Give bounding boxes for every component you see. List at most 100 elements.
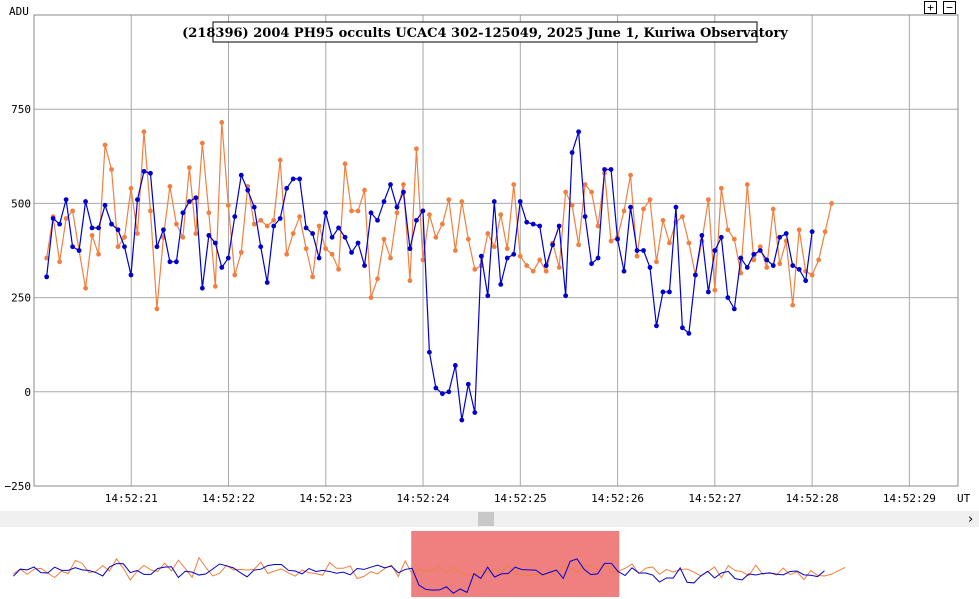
data-point — [161, 227, 166, 233]
data-point — [102, 202, 108, 208]
data-point — [245, 187, 251, 193]
y-tick-label: 500 — [11, 197, 31, 210]
x-axis: 14:52:21 14:52:22 14:52:23 14:52:24 14:52:25… — [105, 492, 936, 505]
data-point — [323, 210, 329, 216]
data-point — [667, 240, 672, 246]
data-point — [491, 199, 497, 204]
data-point — [712, 287, 718, 293]
data-point — [109, 167, 114, 172]
data-point — [537, 223, 543, 229]
data-point — [83, 199, 88, 204]
data-point — [375, 217, 380, 223]
data-point — [511, 251, 517, 257]
x-tick-label: 14:52:23 — [299, 492, 352, 505]
data-point — [329, 234, 335, 240]
data-point — [718, 234, 724, 240]
data-point — [96, 251, 101, 257]
x-tick-label: 14:52:22 — [202, 492, 255, 505]
data-point — [388, 255, 393, 261]
data-point — [647, 265, 653, 270]
data-point — [264, 280, 270, 285]
data-point — [63, 216, 69, 221]
data-point — [148, 170, 153, 176]
data-point — [193, 231, 199, 236]
data-point — [699, 233, 705, 238]
data-point — [44, 255, 50, 261]
data-point — [602, 167, 607, 172]
data-point — [284, 185, 290, 191]
x-tick-label: 14:52:25 — [494, 492, 547, 505]
overview-selection[interactable] — [411, 531, 620, 597]
data-point — [219, 119, 225, 125]
data-point — [621, 208, 627, 214]
data-point — [329, 251, 335, 257]
data-point — [524, 263, 530, 268]
data-point — [680, 214, 685, 219]
data-point — [433, 234, 439, 240]
data-point — [251, 221, 257, 227]
data-point — [550, 242, 556, 248]
y-axis-label: ADU — [9, 5, 29, 18]
data-point — [731, 236, 737, 242]
data-point — [225, 255, 231, 261]
data-point — [89, 233, 95, 238]
data-point — [472, 410, 478, 415]
data-point — [336, 225, 341, 231]
data-point — [277, 157, 283, 163]
data-point — [680, 325, 685, 331]
data-point — [420, 208, 426, 214]
data-point — [757, 244, 763, 250]
scroll-right-icon[interactable]: › — [968, 512, 973, 527]
data-point — [310, 231, 316, 236]
data-point — [342, 234, 348, 240]
data-point — [290, 231, 296, 236]
data-point — [362, 187, 367, 193]
zoom-in-button[interactable]: + — [924, 1, 937, 14]
data-point — [556, 265, 562, 270]
data-point — [744, 182, 750, 187]
data-point — [576, 242, 582, 248]
data-point — [212, 283, 218, 289]
scrollbar-thumb[interactable] — [478, 512, 494, 526]
data-point — [258, 217, 264, 223]
data-point — [199, 140, 205, 146]
data-point — [459, 199, 465, 204]
overview-series-line — [13, 558, 825, 594]
data-point — [141, 129, 147, 135]
data-point — [414, 217, 419, 223]
data-point — [225, 202, 231, 208]
overview-chart[interactable] — [13, 556, 846, 594]
zoom-out-button[interactable]: − — [943, 1, 956, 14]
data-point — [686, 330, 692, 336]
grid — [34, 15, 958, 487]
data-point — [277, 216, 283, 221]
data-point — [193, 195, 199, 201]
data-point — [465, 236, 471, 242]
series-layer — [44, 119, 835, 423]
data-point — [50, 216, 56, 221]
data-point — [770, 206, 776, 212]
data-point — [251, 204, 257, 210]
data-point — [219, 265, 225, 270]
data-point — [407, 278, 413, 284]
data-point — [647, 197, 653, 203]
data-point — [446, 389, 452, 395]
data-point — [751, 251, 757, 257]
data-point — [712, 248, 718, 253]
x-tick-label: 14:52:27 — [688, 492, 741, 505]
y-tick-label: 250 — [11, 292, 31, 305]
data-point — [478, 253, 484, 259]
data-point — [154, 244, 160, 250]
data-point — [608, 238, 614, 244]
data-point — [420, 257, 426, 263]
data-point — [641, 248, 646, 253]
data-point — [135, 231, 140, 236]
x-tick-label: 14:52:28 — [786, 492, 839, 505]
data-point — [621, 268, 627, 274]
plot-frame — [33, 14, 959, 487]
data-point — [206, 210, 212, 216]
x-tick-label: 14:52:29 — [883, 492, 936, 505]
data-point — [569, 202, 575, 208]
data-point — [537, 257, 543, 263]
data-point — [582, 182, 588, 187]
